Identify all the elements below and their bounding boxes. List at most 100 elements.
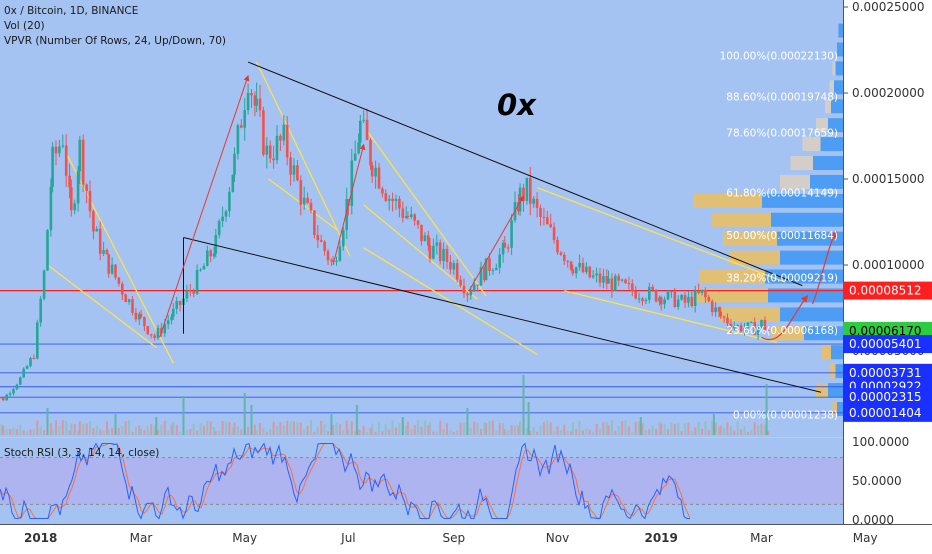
volume-bar [760, 423, 763, 435]
channel-lines[interactable] [183, 61, 822, 393]
volume-bar [255, 430, 258, 435]
price-tick-label: 0.00015000 [852, 172, 925, 186]
candle-body [648, 286, 651, 300]
volume-bar [697, 422, 700, 435]
volume-bar [381, 431, 384, 435]
volume-bar [175, 424, 178, 435]
volume-bar [663, 424, 666, 435]
volume-bar [70, 423, 73, 435]
volume-bar [140, 429, 142, 435]
vpvr-row-down [762, 193, 843, 208]
candle-body [760, 319, 763, 327]
candle-body [243, 110, 246, 128]
volume-bar [228, 422, 231, 435]
price-badge-box [843, 403, 932, 422]
volume-bar [585, 428, 588, 435]
volume-spike [522, 375, 525, 435]
candle-body [117, 277, 121, 284]
candle-body [559, 252, 563, 255]
candle-body [302, 197, 306, 205]
volume-bar [582, 430, 584, 435]
volume-bar [420, 426, 423, 435]
candle-body [338, 246, 342, 261]
price-badge-label: 0.00006170 [849, 324, 922, 338]
candle-body [510, 220, 513, 248]
volume-bar [89, 421, 91, 435]
candle-body [495, 267, 498, 271]
volume-bar [763, 424, 766, 435]
candle-body [452, 263, 456, 270]
volume-bar [711, 420, 714, 435]
vpvr-row-down [838, 23, 843, 38]
volume-bar [384, 423, 387, 435]
volume-bar [214, 431, 217, 435]
candle-body [666, 291, 670, 300]
volume-bar [736, 421, 739, 435]
volume-bar [342, 429, 345, 435]
candle-body [658, 297, 661, 302]
candle-body [591, 275, 595, 278]
vpvr-row-up [711, 212, 771, 227]
candle-body [149, 334, 153, 336]
candle-body [22, 368, 25, 378]
candle-body [683, 295, 687, 303]
vpvr-row-up [790, 156, 813, 171]
vpvr-histogram [693, 23, 843, 416]
candle-body [236, 125, 240, 154]
volume-bar [621, 421, 624, 435]
vpvr-row-down [777, 231, 843, 246]
candle-body [556, 239, 559, 253]
candle-body [233, 153, 236, 175]
time-tick-label: Mar [750, 531, 773, 545]
candle-body [479, 267, 483, 286]
vpvr-row-up [816, 118, 828, 133]
volume-bar [655, 428, 658, 435]
volume-bar [85, 423, 88, 435]
candle-body [246, 92, 250, 111]
volume-bar [170, 424, 173, 435]
volume-bar [247, 426, 250, 435]
candle-body [673, 291, 677, 307]
volume-bar [607, 425, 610, 435]
candle-body [690, 296, 694, 307]
volume-bar [345, 420, 348, 435]
volume-bar [49, 423, 52, 435]
candle-body [398, 198, 401, 209]
volume-bar [469, 427, 472, 435]
candle-body [483, 267, 486, 281]
candle-body [693, 290, 697, 307]
volume-bar [68, 430, 71, 435]
volume-bar [660, 423, 663, 435]
candle-body [532, 198, 535, 204]
volume-bar [588, 429, 591, 435]
price-badge-label: 0.00008512 [849, 284, 922, 298]
candle-body [342, 229, 345, 247]
candle-body [262, 110, 265, 155]
volume-bar [303, 429, 306, 435]
volume-bar [536, 431, 539, 435]
candle-body [719, 311, 722, 317]
candle-body [571, 269, 575, 274]
volume-bar [77, 431, 80, 435]
volume-bar [107, 429, 110, 435]
volume-bar [503, 429, 506, 435]
volume-bar [391, 420, 394, 435]
volume-bar [335, 422, 338, 435]
candle-body [185, 290, 189, 299]
candle-body [102, 250, 105, 254]
volume-bar [559, 430, 562, 435]
volume-bar [231, 427, 234, 435]
candle-body [347, 199, 350, 206]
candle-body [549, 224, 552, 228]
candle-body [131, 299, 134, 313]
candle-body [750, 322, 753, 324]
volume-bar [556, 426, 559, 435]
candle-body [566, 260, 569, 262]
candle-body [107, 254, 110, 274]
candle-body [95, 228, 99, 232]
volume-bar [641, 422, 644, 435]
candle-body [546, 217, 549, 225]
